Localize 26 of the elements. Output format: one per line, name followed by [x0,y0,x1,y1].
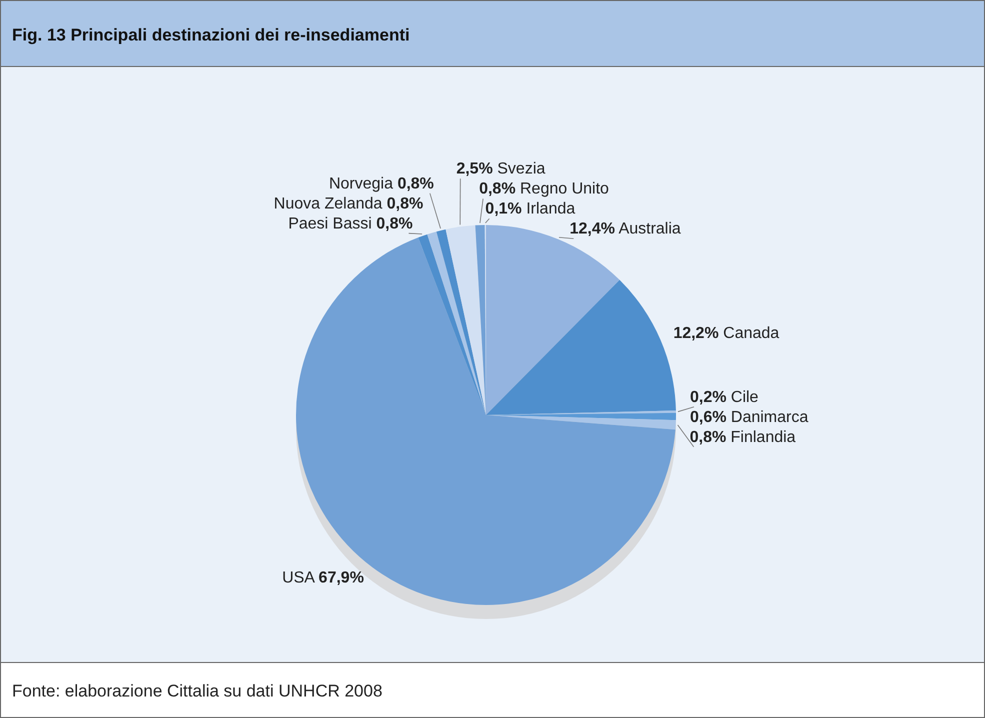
data-label: 0,8% [386,196,424,213]
slice-label: Canada [718,325,780,342]
slice-label: Regno Unito [516,180,610,198]
slice-label: Cile [726,389,759,406]
data-label: 0,8% [376,216,413,233]
data-label: 12,2% [673,325,719,342]
data-label: 0,2% [690,389,726,406]
slice-label: Irlanda [522,200,576,218]
data-label: 0,1% [485,200,522,218]
slice-label: Australia [615,220,681,238]
chart-title: Fig. 13 Principali destinazioni dei re-insediamenti [12,25,410,44]
source-note: Fonte: elaborazione Cittalia su dati UNHCR 2008 [12,681,382,700]
slice-label: Norvegia [328,176,398,193]
data-label: 0,6% [690,409,726,426]
data-label: 0,8% [690,429,726,446]
data-label: 0,8% [479,180,516,198]
slice-label: Svezia [492,160,546,178]
data-label: 67,9% [318,570,364,587]
data-label: 2,5% [456,160,493,178]
slice-label: Finlandia [726,429,796,446]
data-label: 0,8% [397,176,434,193]
slice-label: Danimarca [726,409,808,426]
slice-label: Nuova Zelanda [274,196,387,213]
slice-label: USA [282,570,319,587]
data-label: 12,4% [570,220,616,238]
slice-label: Paesi Bassi [288,216,376,233]
